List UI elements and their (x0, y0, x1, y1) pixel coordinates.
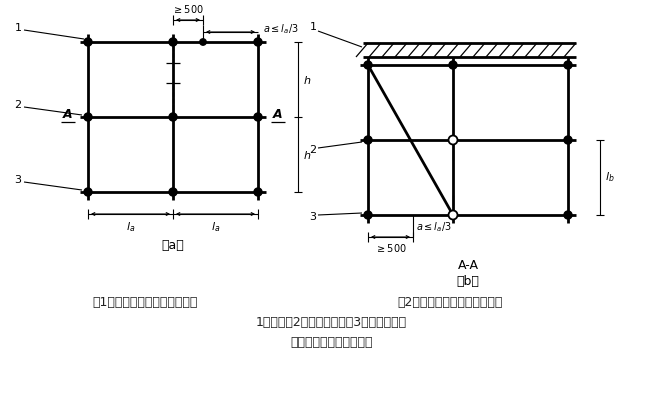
Text: $l_b$: $l_b$ (605, 171, 615, 184)
Circle shape (254, 38, 262, 46)
Circle shape (564, 61, 572, 69)
Circle shape (364, 136, 372, 144)
Text: 1: 1 (310, 22, 316, 32)
Text: A-A: A-A (457, 259, 479, 272)
Circle shape (564, 211, 572, 219)
Text: 2: 2 (310, 145, 316, 155)
Text: A: A (273, 108, 283, 121)
Circle shape (450, 136, 457, 144)
Text: （b）: （b） (457, 275, 479, 288)
Circle shape (364, 211, 372, 219)
Circle shape (169, 188, 177, 196)
Text: （1）接头不在同步内（立面）: （1）接头不在同步内（立面） (92, 296, 198, 309)
Text: $l_a$: $l_a$ (126, 220, 135, 234)
Circle shape (448, 136, 457, 145)
Text: $\geq$500: $\geq$500 (375, 242, 406, 254)
Circle shape (169, 38, 177, 46)
Circle shape (169, 113, 177, 121)
Text: （a）: （a） (162, 239, 184, 252)
Circle shape (448, 210, 457, 219)
Circle shape (450, 61, 457, 69)
Text: $h$: $h$ (303, 74, 312, 85)
Text: 3: 3 (15, 175, 21, 185)
Text: 2: 2 (15, 100, 22, 110)
Circle shape (254, 113, 262, 121)
Circle shape (450, 211, 457, 219)
Text: $h$: $h$ (303, 149, 312, 160)
Text: $l_a$: $l_a$ (211, 220, 220, 234)
Text: $a\leq l_a/3$: $a\leq l_a/3$ (263, 22, 299, 36)
Text: $a\leq l_a/3$: $a\leq l_a/3$ (416, 220, 452, 234)
Text: 3: 3 (310, 212, 316, 222)
Circle shape (84, 113, 91, 121)
Text: 纵向水平杆对接接头布置: 纵向水平杆对接接头布置 (290, 336, 373, 349)
Circle shape (364, 61, 372, 69)
Circle shape (84, 38, 91, 46)
Circle shape (254, 188, 262, 196)
Text: 1－立杆；2－纵向水平杆；3－横向水平杆: 1－立杆；2－纵向水平杆；3－横向水平杆 (256, 316, 407, 329)
Text: 1: 1 (15, 23, 21, 33)
Circle shape (200, 39, 206, 45)
Text: A: A (63, 108, 73, 121)
Circle shape (84, 188, 91, 196)
Text: （2）接头不在同跨内（平面）: （2）接头不在同跨内（平面） (397, 296, 503, 309)
Text: $\geq$500: $\geq$500 (172, 3, 204, 15)
Circle shape (564, 136, 572, 144)
